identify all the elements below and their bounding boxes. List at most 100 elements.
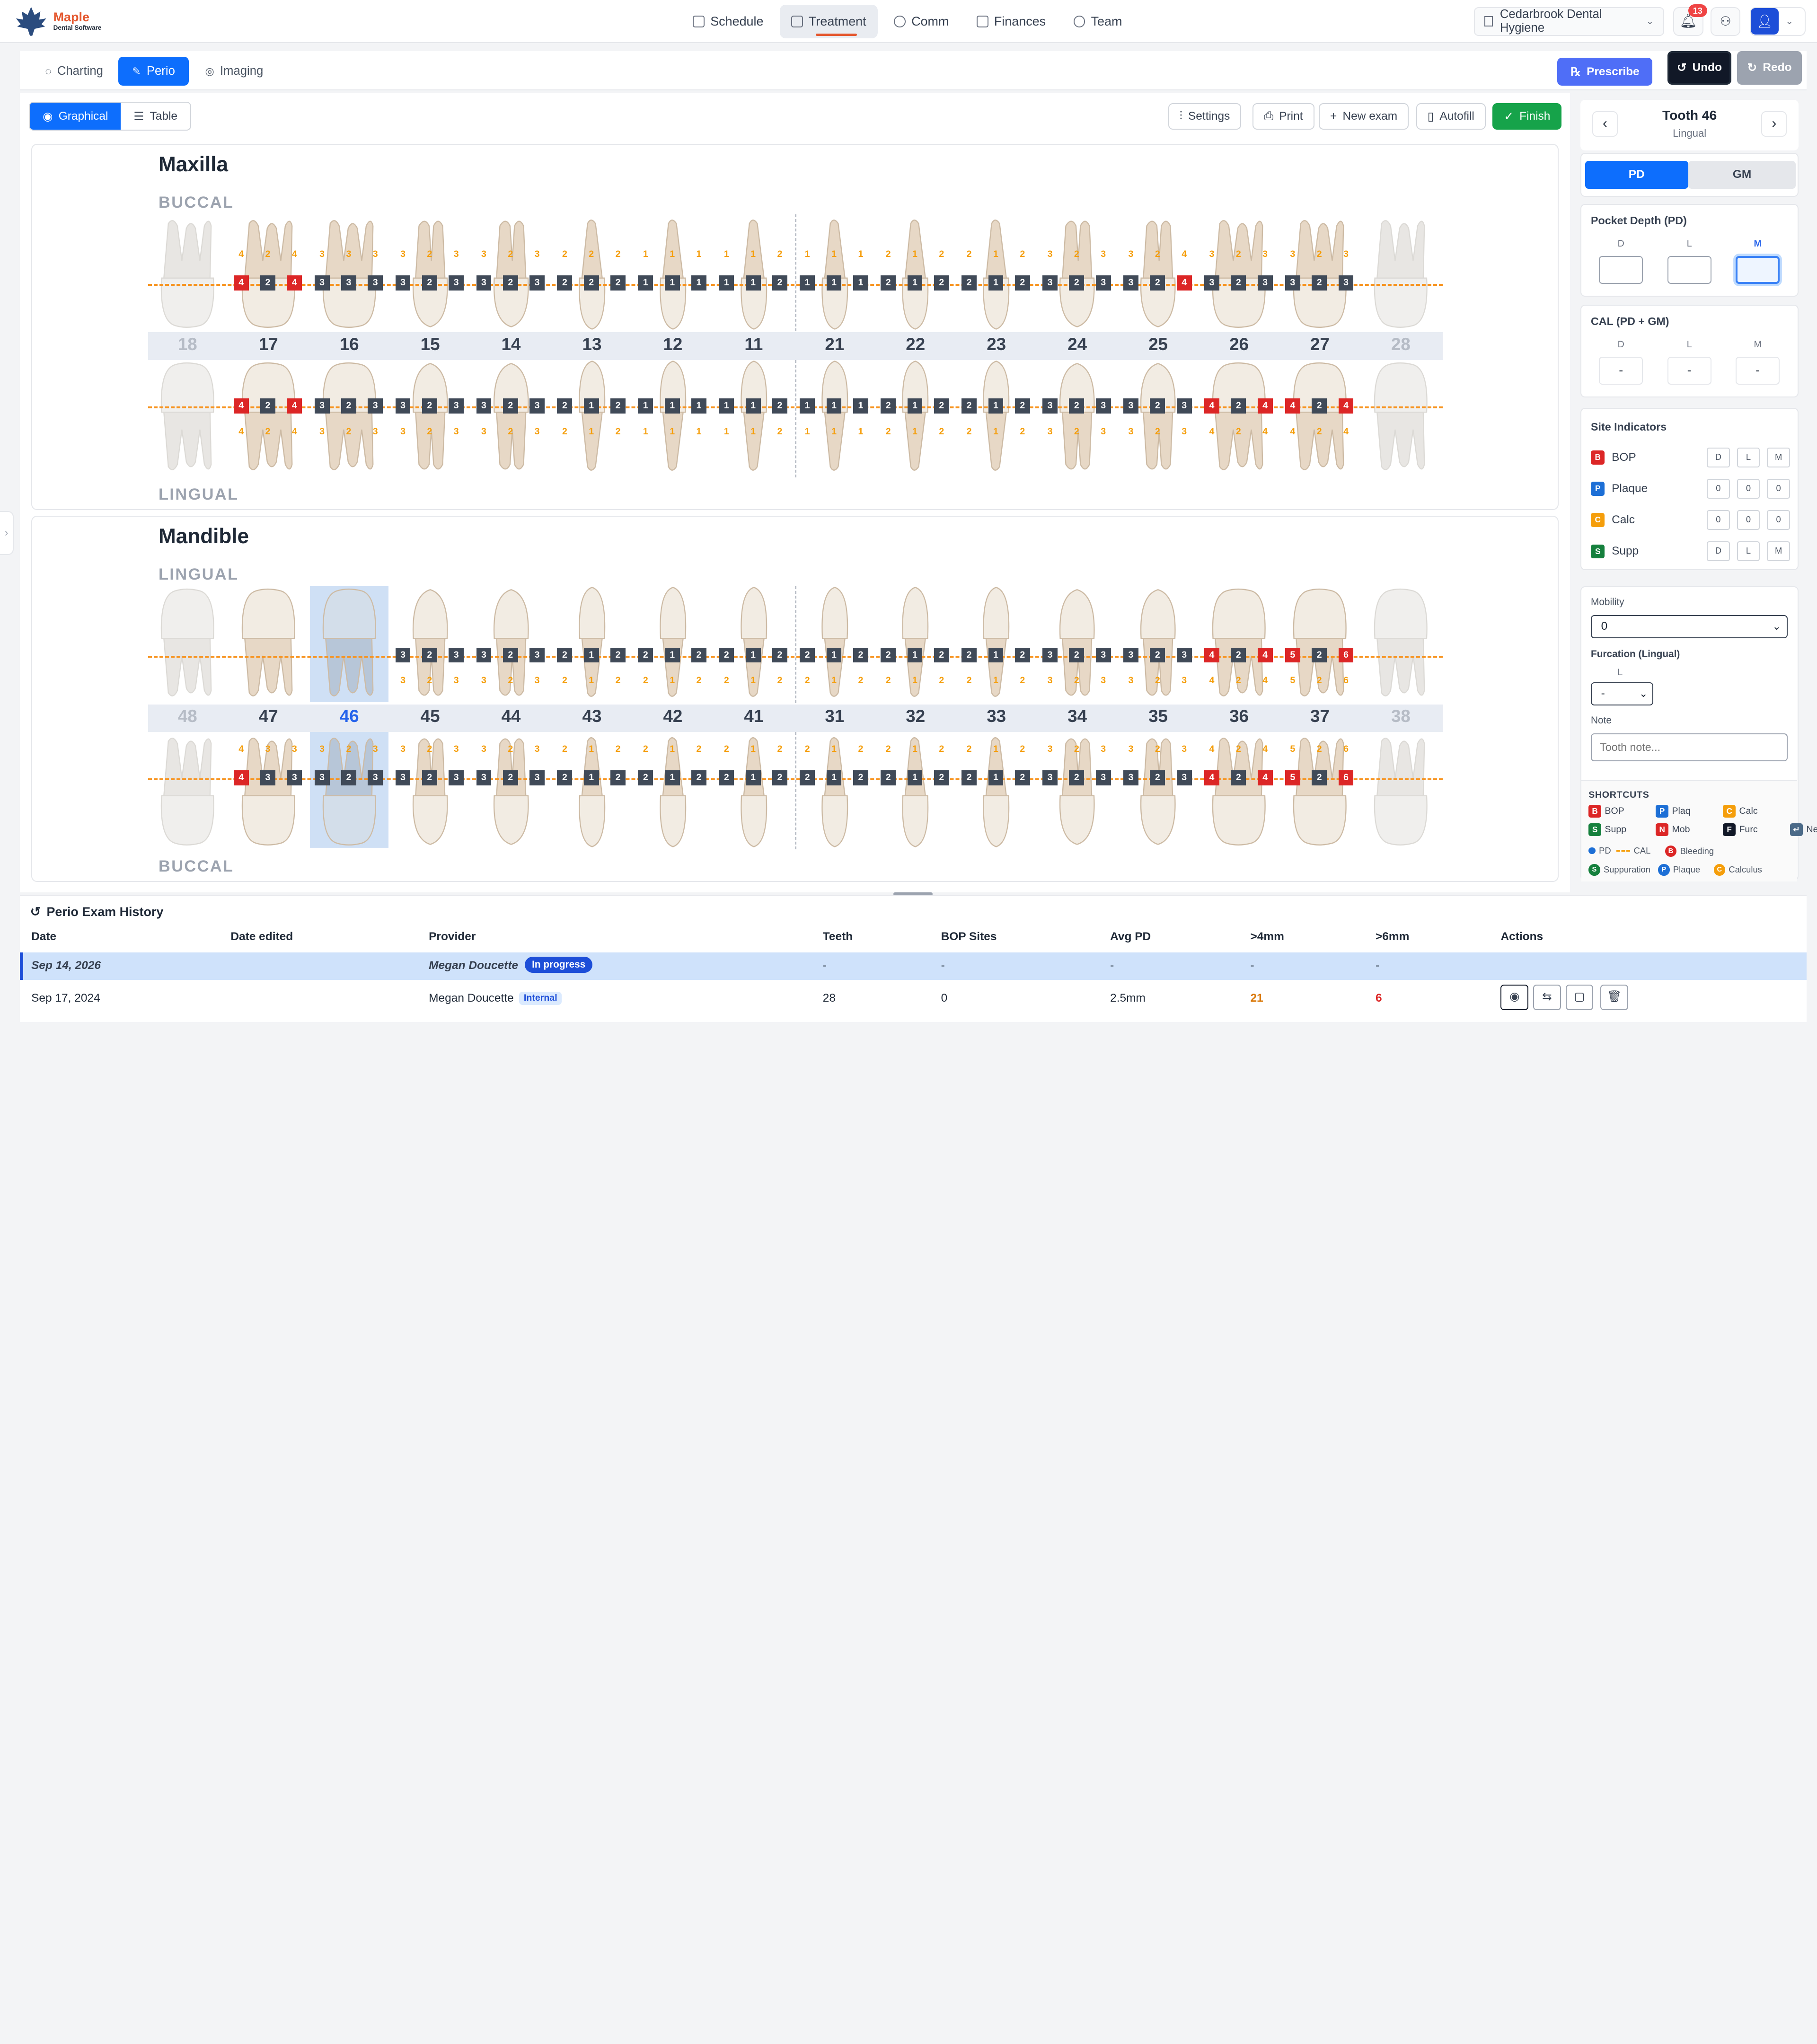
pocket-depth-marker[interactable]: 3 — [1123, 275, 1138, 291]
pocket-depth-marker[interactable]: 2 — [557, 647, 573, 663]
clinic-selector[interactable]: Cedarbrook Dental Hygiene ⌄ — [1474, 7, 1664, 36]
previous-tooth-button[interactable]: ‹ — [1592, 111, 1618, 137]
gm-tab[interactable]: GM — [1688, 160, 1796, 189]
pocket-depth-marker[interactable]: 6 — [1338, 647, 1354, 663]
pocket-depth-marker[interactable]: 2 — [719, 647, 734, 663]
tooth-number[interactable]: 17 — [258, 335, 278, 354]
pocket-depth-marker[interactable]: 3 — [529, 398, 545, 414]
column-header[interactable]: Date — [31, 930, 57, 943]
pocket-depth-marker[interactable]: 1 — [583, 770, 599, 785]
tab-imaging[interactable]: ◎ Imaging — [191, 57, 277, 86]
pocket-depth-marker[interactable]: 2 — [1312, 275, 1327, 291]
pocket-depth-marker[interactable]: 2 — [934, 647, 949, 663]
tooth-47[interactable] — [229, 732, 308, 848]
autofill-button[interactable]: ▯ Autofill — [1416, 103, 1486, 130]
indicator-site-toggle[interactable]: 0 — [1737, 479, 1760, 499]
pocket-depth-marker[interactable]: 3 — [529, 647, 545, 663]
pocket-depth-marker[interactable]: 2 — [881, 398, 896, 414]
pocket-depth-marker[interactable]: 1 — [719, 275, 734, 291]
next-tooth-button[interactable]: › — [1761, 111, 1787, 137]
pocket-depth-marker[interactable]: 2 — [881, 275, 896, 291]
tooth-24[interactable] — [1038, 360, 1117, 476]
pocket-depth-marker[interactable]: 4 — [1204, 647, 1219, 663]
pocket-depth-marker[interactable]: 2 — [1312, 770, 1327, 785]
column-header[interactable]: Avg PD — [1110, 930, 1151, 943]
pocket-depth-marker[interactable]: 2 — [853, 647, 868, 663]
pocket-depth-marker[interactable]: 2 — [1312, 647, 1327, 663]
indicator-site-toggle[interactable]: L — [1737, 448, 1760, 467]
pocket-depth-marker[interactable]: 2 — [1231, 770, 1246, 785]
pocket-depth-marker[interactable]: 2 — [853, 770, 868, 785]
pocket-depth-marker[interactable]: 4 — [1338, 398, 1354, 414]
tooth-number[interactable]: 47 — [258, 706, 278, 726]
tooth-28[interactable] — [1361, 360, 1440, 476]
pocket-depth-marker[interactable]: 2 — [961, 770, 977, 785]
pocket-depth-marker[interactable]: 4 — [1257, 770, 1273, 785]
pocket-depth-marker[interactable]: 2 — [772, 398, 787, 414]
pocket-depth-marker[interactable]: 3 — [1042, 398, 1058, 414]
tooth-12[interactable] — [634, 360, 713, 476]
eye-button[interactable]: ◉ — [1500, 985, 1529, 1011]
table-row-in-progress[interactable] — [19, 952, 1807, 980]
column-header[interactable]: Actions — [1500, 930, 1544, 943]
pocket-depth-marker[interactable]: 2 — [1014, 275, 1030, 291]
pocket-depth-marker[interactable]: 2 — [1231, 647, 1246, 663]
tooth-24[interactable] — [1038, 214, 1117, 330]
pocket-depth-marker[interactable]: 5 — [1285, 770, 1300, 785]
tooth-number[interactable]: 48 — [177, 706, 197, 726]
pocket-depth-marker[interactable]: 2 — [638, 647, 653, 663]
tooth-number[interactable]: 27 — [1310, 335, 1330, 354]
pocket-depth-marker[interactable]: 3 — [1042, 275, 1058, 291]
pocket-depth-marker[interactable]: 1 — [853, 275, 868, 291]
tooth-14[interactable] — [472, 360, 551, 476]
pocket-depth-marker[interactable]: 3 — [395, 770, 411, 785]
nav-finances[interactable]: Finances — [965, 5, 1058, 38]
indicator-site-toggle[interactable]: 0 — [1706, 510, 1730, 530]
pocket-depth-marker[interactable]: 4 — [233, 398, 249, 414]
indicator-site-toggle[interactable]: 0 — [1767, 479, 1791, 499]
furcation-select[interactable]: - ⌄ — [1591, 682, 1654, 705]
pocket-depth-marker[interactable]: 1 — [638, 398, 653, 414]
sidebar-expand-handle[interactable]: › — [0, 511, 14, 555]
redo-button[interactable]: ↻ Redo — [1737, 51, 1802, 85]
pocket-depth-marker[interactable]: 2 — [422, 770, 437, 785]
undo-button[interactable]: ↺ Undo — [1667, 51, 1731, 85]
pocket-depth-marker[interactable]: 3 — [314, 275, 330, 291]
pocket-depth-marker[interactable]: 2 — [800, 647, 815, 663]
tooth-36[interactable] — [1200, 732, 1279, 848]
tab-charting[interactable]: ◌ Charting — [31, 57, 117, 86]
tooth-46[interactable] — [309, 586, 389, 702]
tooth-38[interactable] — [1361, 586, 1440, 702]
tooth-number[interactable]: 34 — [1067, 706, 1087, 726]
pocket-depth-marker[interactable]: 2 — [1069, 647, 1085, 663]
pocket-depth-marker[interactable]: 2 — [719, 770, 734, 785]
tooth-number[interactable]: 37 — [1310, 706, 1330, 726]
pocket-depth-marker[interactable]: 3 — [287, 770, 302, 785]
column-header[interactable]: Provider — [429, 930, 476, 943]
tooth-number[interactable]: 24 — [1067, 335, 1087, 354]
tooth-13[interactable] — [553, 360, 632, 476]
tooth-number[interactable]: 42 — [663, 706, 683, 726]
pocket-depth-marker[interactable]: 3 — [1123, 770, 1138, 785]
pocket-depth-marker[interactable]: 2 — [610, 275, 626, 291]
tooth-37[interactable] — [1280, 732, 1359, 848]
pocket-depth-marker[interactable]: 3 — [476, 398, 492, 414]
tooth-number[interactable]: 23 — [987, 335, 1006, 354]
pocket-depth-marker[interactable]: 1 — [853, 398, 868, 414]
tooth-18[interactable] — [148, 360, 227, 476]
pocket-depth-marker[interactable]: 3 — [368, 770, 383, 785]
indicator-site-toggle[interactable]: 0 — [1767, 510, 1791, 530]
pocket-depth-marker[interactable]: 2 — [260, 398, 275, 414]
logo[interactable]: Maple Dental Software — [14, 6, 101, 37]
tooth-27[interactable] — [1280, 360, 1359, 476]
pocket-depth-marker[interactable]: 3 — [476, 647, 492, 663]
tooth-number[interactable]: 13 — [582, 335, 602, 354]
tooth-17[interactable] — [229, 214, 308, 330]
tooth-number[interactable]: 16 — [339, 335, 359, 354]
tooth-26[interactable] — [1200, 214, 1279, 330]
pocket-depth-marker[interactable]: 3 — [1042, 647, 1058, 663]
pocket-depth-marker[interactable]: 1 — [800, 275, 815, 291]
indicator-site-toggle[interactable]: M — [1767, 541, 1791, 562]
pocket-depth-marker[interactable]: 3 — [314, 770, 330, 785]
tooth-48[interactable] — [148, 586, 227, 702]
